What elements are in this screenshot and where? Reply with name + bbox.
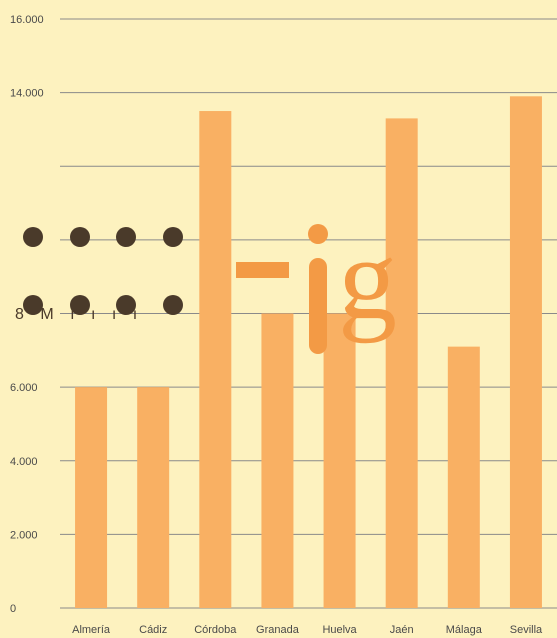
y-tick-label: 0 — [10, 603, 16, 615]
logo-dot — [70, 227, 90, 247]
logo-dot — [163, 227, 183, 247]
logo-dot — [163, 295, 183, 315]
logo-dot — [116, 295, 136, 315]
logo-g-letter: g — [338, 213, 397, 344]
bar-cádiz — [137, 387, 170, 608]
x-tick-label: Jaén — [390, 624, 414, 636]
watermark-logo: 8 M ı ı ı ı g — [15, 213, 397, 354]
bar-huelva — [323, 313, 356, 608]
watermark-overlay-text: 8 M ı ı ı ı — [15, 306, 143, 323]
bar-córdoba — [199, 111, 232, 608]
y-axis-ticks: 0 2.000 4.000 6.000 14.000 16.000 — [10, 14, 44, 615]
bar-granada — [261, 313, 294, 608]
bar-jaén — [385, 118, 418, 609]
y-tick-label: 16.000 — [10, 14, 44, 26]
x-tick-label: Almería — [72, 624, 111, 636]
x-axis-labels: Almería Cádiz Córdoba Granada Huelva Jaén Mála… — [72, 624, 543, 636]
logo-dot — [23, 295, 43, 315]
logo-i-dot — [308, 224, 328, 244]
x-tick-label: Cádiz — [139, 624, 167, 636]
y-tick-label: 4.000 — [10, 456, 38, 468]
y-tick-label: 2.000 — [10, 529, 38, 541]
logo-dot — [23, 227, 43, 247]
x-tick-label: Sevilla — [510, 624, 543, 636]
x-tick-label: Córdoba — [194, 624, 237, 636]
bar-almería — [75, 387, 108, 608]
bar-málaga — [447, 346, 480, 608]
x-tick-label: Huelva — [322, 624, 357, 636]
y-tick-label: 6.000 — [10, 382, 38, 394]
logo-i-stem — [309, 258, 327, 354]
x-tick-label: Granada — [256, 624, 300, 636]
logo-dash — [236, 262, 289, 278]
x-tick-label: Málaga — [446, 624, 483, 636]
logo-dot — [116, 227, 136, 247]
logo-dot — [70, 295, 90, 315]
bars — [75, 96, 542, 609]
y-tick-label: 14.000 — [10, 88, 44, 100]
bar-sevilla — [509, 96, 542, 609]
